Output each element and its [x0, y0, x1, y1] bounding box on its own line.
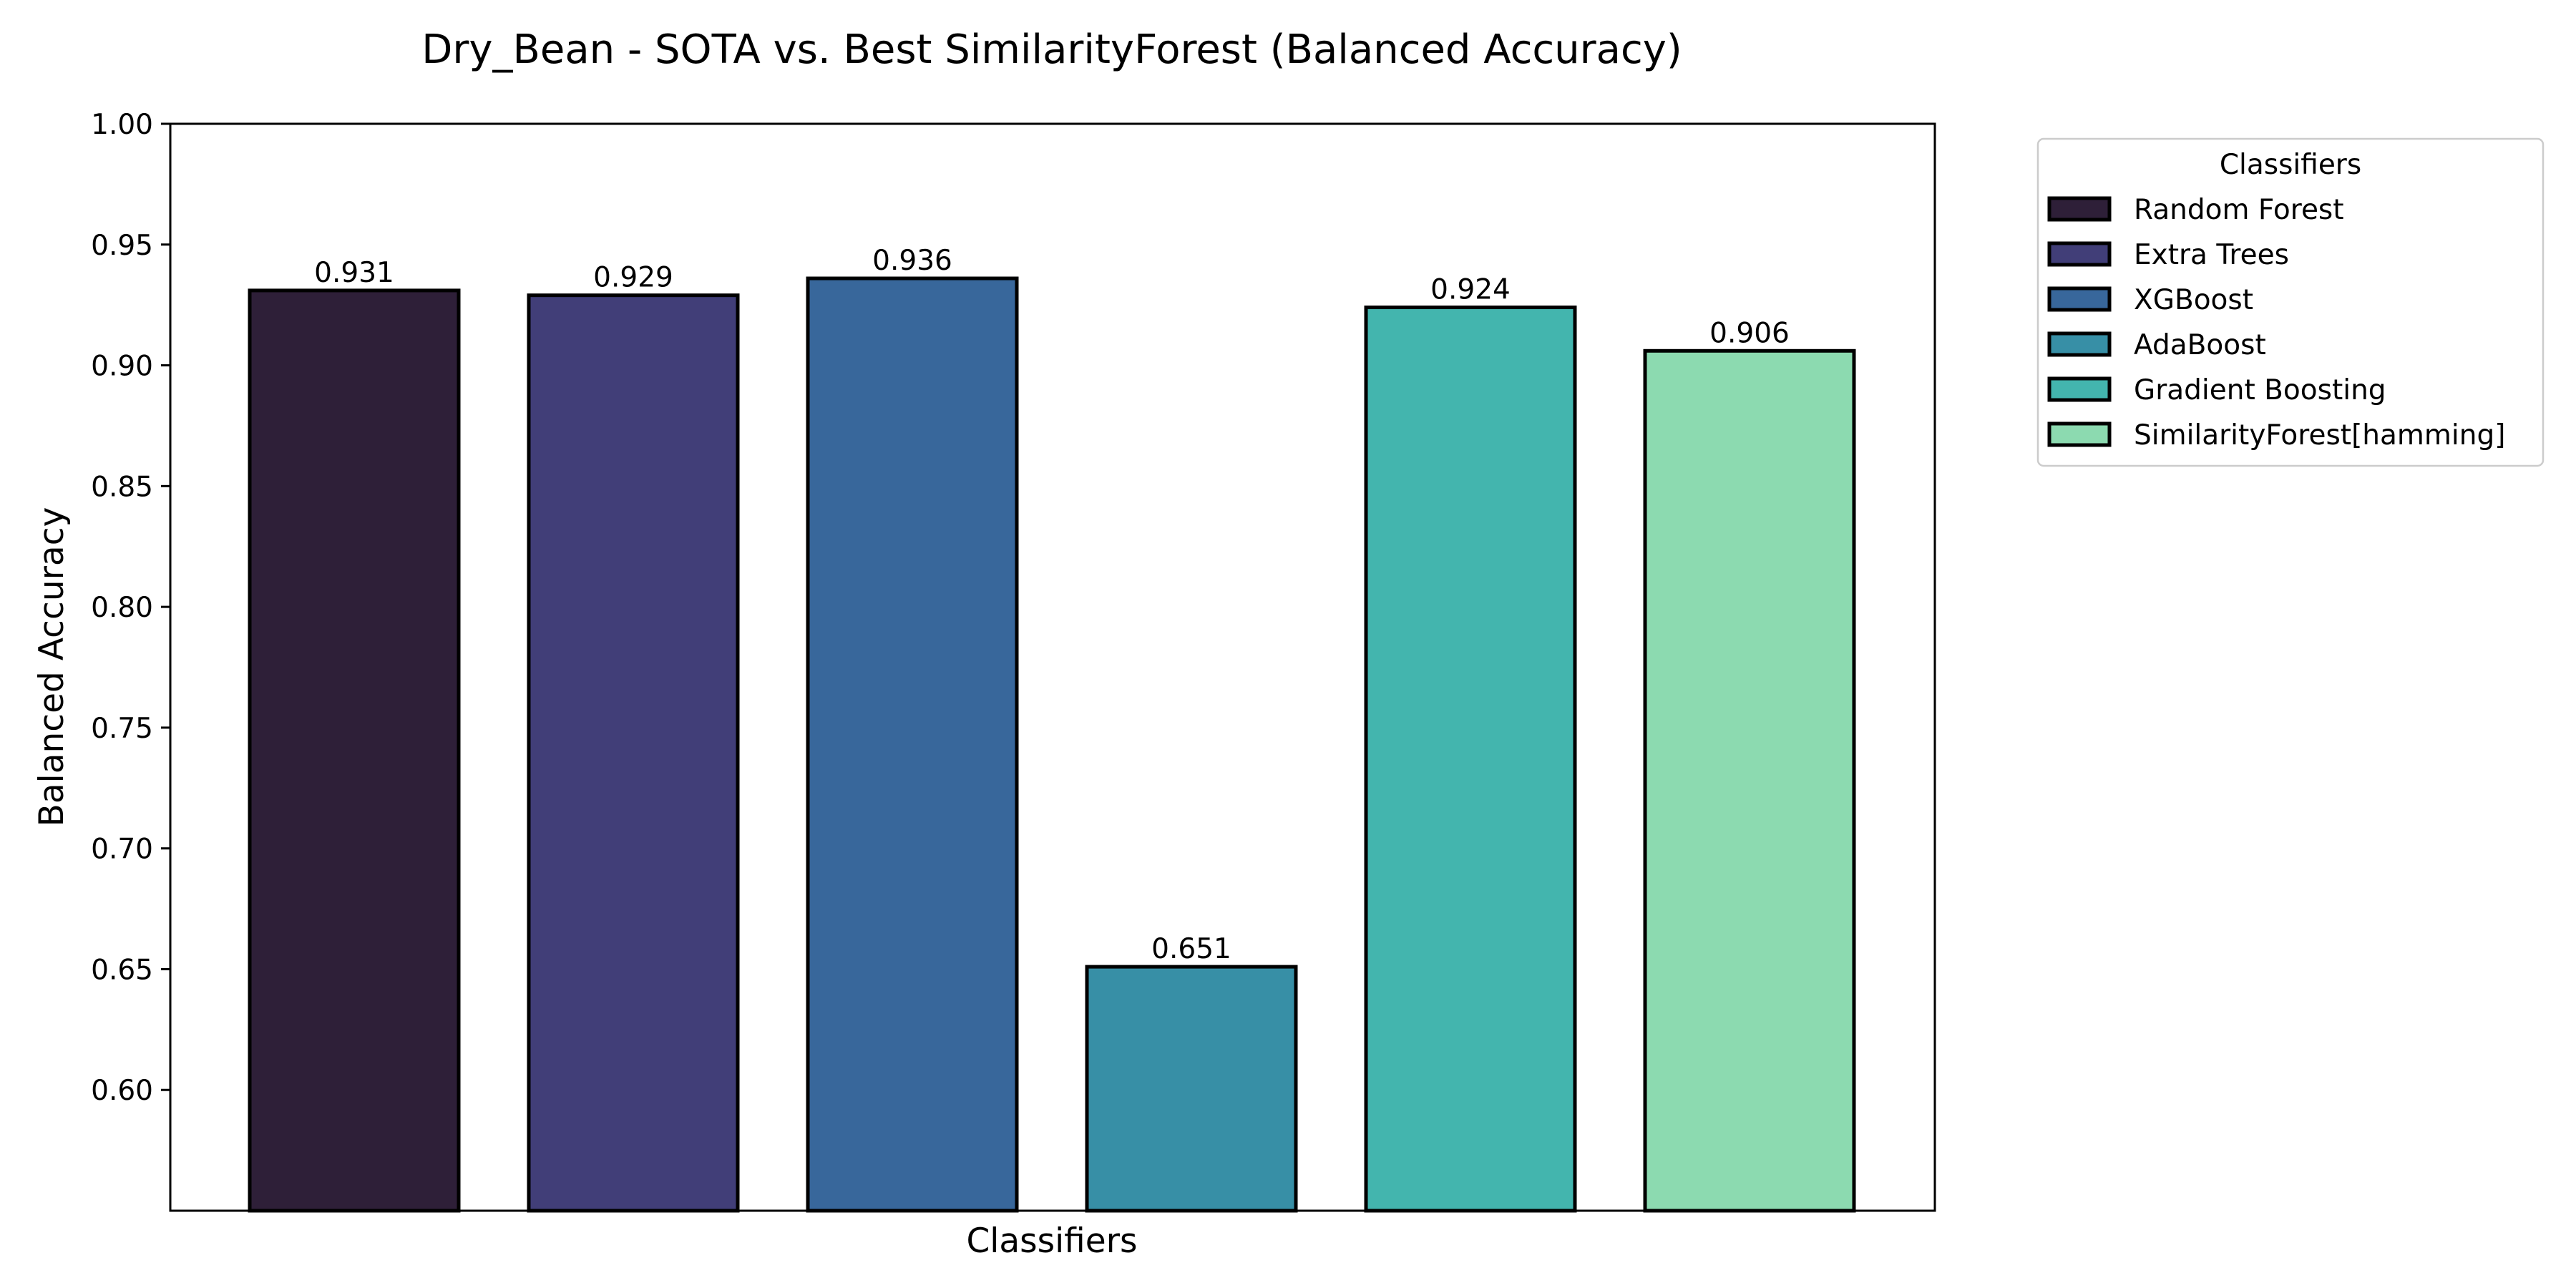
legend-label: AdaBoost — [2134, 329, 2266, 361]
y-axis-ticks: 0.60 0.65 0.70 0.75 0.80 0.85 0.90 0.95 1.00 — [91, 109, 170, 1107]
y-tick-label: 0.60 — [91, 1075, 153, 1107]
bar-value-label: 0.924 — [1430, 274, 1511, 306]
legend-box — [2036, 137, 2545, 467]
y-axis-label: Balanced Accuracy — [32, 507, 72, 827]
legend-label: XGBoost — [2134, 284, 2253, 316]
legend-swatch — [2047, 196, 2112, 222]
x-axis-label: Classifiers — [966, 1221, 1137, 1261]
legend-swatch — [2047, 376, 2112, 402]
bar-gradient-boosting — [1364, 306, 1577, 1213]
legend-swatch — [2047, 421, 2112, 447]
bar-value-label: 0.651 — [1151, 933, 1231, 965]
y-tick-label: 0.70 — [91, 834, 153, 866]
legend-label: SimilarityForest[hamming] — [2134, 419, 2505, 452]
bar-random-forest — [248, 288, 461, 1213]
bar-value-label: 0.936 — [872, 245, 952, 277]
legend-swatch — [2047, 241, 2112, 267]
y-tick-label: 0.95 — [91, 230, 153, 262]
y-tick-label: 0.85 — [91, 471, 153, 503]
y-tick-label: 0.90 — [91, 351, 153, 383]
bar-adaboost — [1085, 965, 1298, 1213]
legend-label: Extra Trees — [2134, 239, 2289, 271]
y-tick-label: 0.80 — [91, 592, 153, 624]
y-tick-label: 0.65 — [91, 954, 153, 986]
y-tick-label: 0.75 — [91, 713, 153, 745]
plot-frame — [169, 122, 1936, 1212]
bar-value-label: 0.931 — [314, 257, 394, 289]
legend-label: Gradient Boosting — [2134, 374, 2386, 406]
bar-xgboost — [806, 276, 1019, 1213]
bars-group — [248, 276, 1856, 1213]
chart-title: Dry_Bean - SOTA vs. Best SimilarityFores… — [421, 26, 1682, 73]
legend-title: Classifiers — [2220, 149, 2361, 181]
legend-swatch — [2047, 331, 2112, 357]
legend-label: Random Forest — [2134, 194, 2344, 226]
bar-value-label: 0.906 — [1709, 317, 1790, 349]
legend-items: Random Forest Extra Trees XGBoost AdaBoost G… — [2047, 194, 2505, 452]
legend: Classifiers Random Forest Extra Trees XGBo… — [2036, 137, 2545, 467]
bar-similarityforest-hamming — [1643, 348, 1856, 1213]
y-tick-label: 1.00 — [91, 109, 153, 141]
bar-extra-trees — [527, 293, 740, 1213]
bar-value-label: 0.929 — [593, 262, 673, 294]
legend-swatch — [2047, 286, 2112, 312]
bar-labels-group: 0.931 0.929 0.936 0.651 0.924 0.906 — [314, 245, 1790, 965]
